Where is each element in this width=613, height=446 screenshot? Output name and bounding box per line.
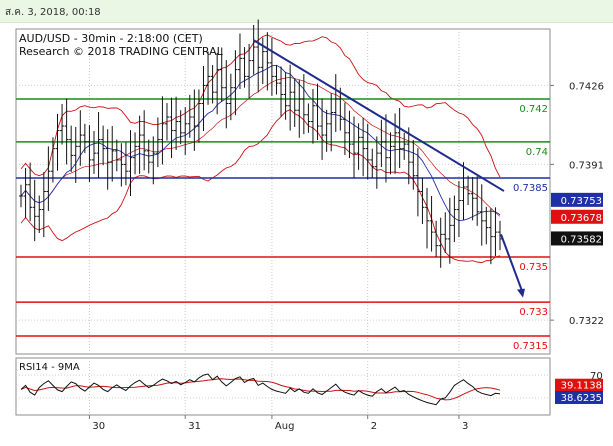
- rsi-value-tag-label: 38.6235: [561, 393, 602, 404]
- price-bars: [19, 19, 502, 268]
- x-tick-label: Aug: [275, 421, 295, 432]
- rsi-value-tag: [555, 390, 603, 404]
- chart-title: AUD/USD - 30min - 2:18:00 (CET): [19, 32, 203, 45]
- axes: 30 31 Aug 2 3 0.7426 0.7391 0.7322 0.73753 0.7367…: [88, 81, 604, 432]
- forecast-arrow-shaft: [500, 234, 524, 294]
- price-tag-price: [551, 231, 603, 246]
- price-tag-indicator: [551, 192, 603, 207]
- y-tick-label: 0.7322: [569, 316, 604, 327]
- rsi-plot-area: [15, 357, 551, 416]
- rsi-ma-tag: [555, 378, 603, 392]
- level-label-support: 0.733: [519, 307, 548, 318]
- upper-band-line: [20, 34, 501, 178]
- middle-band-line: [20, 77, 501, 217]
- level-label-resistance: 0.74: [526, 147, 548, 158]
- rsi-title: RSI14 - 9MA: [19, 362, 80, 373]
- chart-subtitle: Research © 2018 TRADING CENTRAL: [19, 45, 224, 58]
- level-label-support: 0.735: [519, 262, 548, 273]
- moving-average-line: [20, 64, 501, 222]
- rsi-ma-tag-label: 39.1138: [561, 381, 602, 392]
- support-resistance-levels: 0.742 0.74 0.7385 0.735 0.733 0.7315: [16, 98, 550, 352]
- forecast-arrow-head: [517, 288, 525, 298]
- price-tag-label-price: 0.73582: [561, 234, 602, 245]
- level-label-pivot: 0.7385: [513, 183, 548, 194]
- date-time-label: ส.ค. 3, 2018, 00:18: [5, 7, 101, 18]
- level-label-resistance: 0.742: [519, 104, 548, 115]
- x-tick-label: 30: [92, 421, 105, 432]
- price-tag-label-band: 0.73678: [561, 213, 602, 224]
- x-tick-label: 31: [188, 421, 201, 432]
- y-tick-label: 0.7426: [569, 81, 604, 92]
- x-tick-label: 2: [371, 421, 377, 432]
- level-label-support: 0.7315: [513, 341, 548, 352]
- bearish-trendline: [253, 39, 505, 192]
- main-plot-area: [15, 28, 551, 355]
- x-tick-label: 3: [462, 421, 468, 432]
- price-tag-band: [551, 209, 603, 224]
- forecast-arrow: [500, 234, 525, 298]
- date-header: ส.ค. 3, 2018, 00:18: [0, 0, 613, 23]
- y-tick-label: 0.7391: [569, 160, 604, 171]
- trendline: [253, 39, 505, 192]
- rsi-line: [20, 373, 501, 406]
- price-tag-label-indicator: 0.73753: [561, 196, 602, 207]
- rsi-ma-line: [20, 378, 501, 401]
- rsi-tick-label: 70: [590, 371, 603, 382]
